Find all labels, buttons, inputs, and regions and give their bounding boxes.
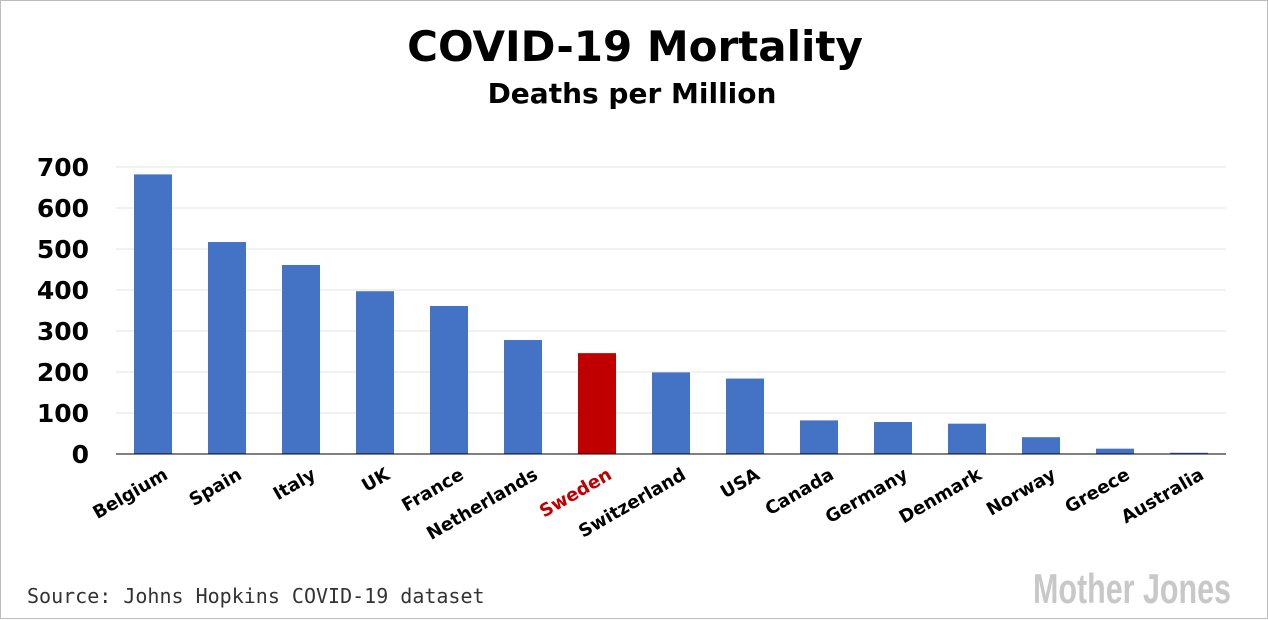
x-tick-label-germany: Germany bbox=[822, 464, 912, 528]
bar-italy bbox=[282, 264, 320, 454]
bar-norway bbox=[1022, 437, 1060, 454]
bar-belgium bbox=[134, 174, 172, 454]
x-axis-ticks: Belgium Spain Italy UK FranceNetherlandsSwed… bbox=[89, 464, 1207, 545]
y-tick-label: 0 bbox=[72, 440, 89, 469]
bar-sweden bbox=[578, 353, 616, 454]
x-tick-label-australia: Australia bbox=[1118, 464, 1208, 528]
y-tick-label: 600 bbox=[37, 194, 89, 223]
bar-germany bbox=[874, 422, 912, 454]
y-tick-label: 300 bbox=[37, 317, 89, 346]
bar-greece bbox=[1096, 448, 1134, 454]
bar-uk bbox=[356, 291, 394, 454]
bar-usa bbox=[726, 378, 764, 454]
x-tick-label-uk: UK bbox=[358, 464, 394, 497]
bar-denmark bbox=[948, 423, 986, 454]
x-tick-label-denmark: Denmark bbox=[896, 464, 987, 529]
y-tick-label: 100 bbox=[37, 399, 89, 428]
bar-france bbox=[430, 305, 468, 454]
bar-canada bbox=[800, 420, 838, 454]
chart-title: COVID-19 Mortality bbox=[407, 22, 863, 71]
x-tick-label-usa: USA bbox=[717, 464, 764, 503]
source-note: Source: Johns Hopkins COVID-19 dataset bbox=[27, 584, 485, 608]
y-tick-label: 500 bbox=[37, 235, 89, 264]
bar-spain bbox=[208, 242, 246, 454]
bar-netherlands bbox=[504, 340, 542, 454]
x-tick-label-italy: Italy bbox=[270, 464, 320, 505]
y-tick-label: 200 bbox=[37, 358, 89, 387]
bar-australia bbox=[1170, 452, 1208, 454]
chart-subtitle: Deaths per Million bbox=[488, 77, 777, 110]
x-tick-label-norway: Norway bbox=[983, 464, 1060, 520]
y-axis-ticks: 0 100 200 300 400 500 600 700 bbox=[37, 153, 89, 469]
y-tick-label: 700 bbox=[37, 153, 89, 182]
x-tick-label-belgium: Belgium bbox=[89, 464, 171, 524]
bar-switzerland bbox=[652, 372, 690, 454]
y-tick-label: 400 bbox=[37, 276, 89, 305]
x-tick-label-spain: Spain bbox=[186, 464, 246, 511]
bars bbox=[134, 174, 1208, 454]
brand-watermark: Mother Jones bbox=[1033, 565, 1231, 612]
